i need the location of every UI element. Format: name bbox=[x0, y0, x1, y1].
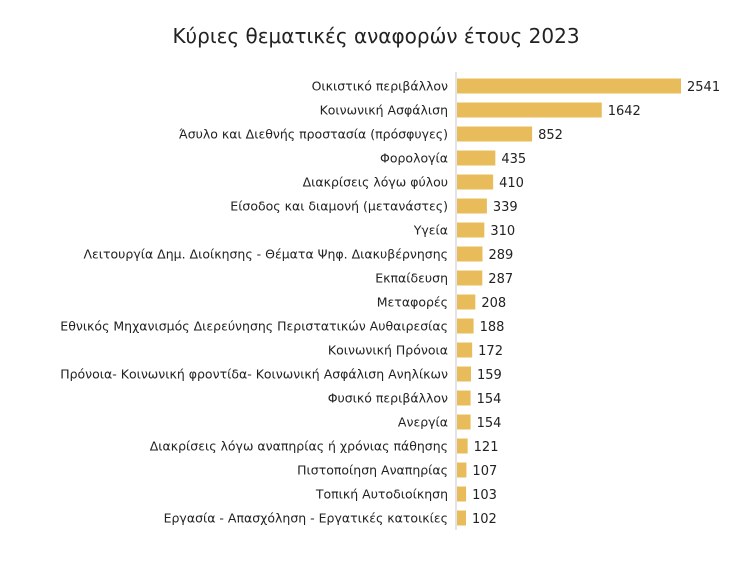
bar bbox=[457, 414, 471, 430]
bar bbox=[457, 510, 466, 526]
bar bbox=[457, 150, 496, 166]
category-label: Λειτουργία Δημ. Διοίκησης - Θέματα Ψηφ. … bbox=[83, 247, 448, 262]
value-label: 154 bbox=[477, 392, 502, 407]
bar bbox=[457, 174, 494, 190]
category-label: Εκπαίδευση bbox=[375, 271, 448, 286]
category-label: Υγεία bbox=[413, 223, 448, 238]
value-label: 435 bbox=[501, 152, 526, 167]
category-label: Οικιστικό περιβάλλον bbox=[312, 79, 448, 94]
value-label: 102 bbox=[472, 512, 497, 527]
category-label: Φυσικό περιβάλλον bbox=[328, 391, 448, 406]
bar bbox=[457, 462, 467, 478]
category-label: Διακρίσεις λόγω φύλου bbox=[303, 175, 448, 190]
category-label: Άσυλο και Διεθνής προστασία (πρόσφυγες) bbox=[179, 127, 448, 142]
category-label: Φορολογία bbox=[380, 151, 448, 166]
bar bbox=[457, 294, 476, 310]
value-label: 208 bbox=[481, 296, 506, 311]
value-label: 2541 bbox=[687, 80, 720, 95]
value-label: 410 bbox=[499, 176, 524, 191]
bar bbox=[457, 438, 468, 454]
bar bbox=[457, 222, 485, 238]
bar bbox=[457, 318, 474, 334]
value-label: 287 bbox=[488, 272, 513, 287]
bar bbox=[457, 126, 533, 142]
bar bbox=[457, 342, 473, 358]
category-label: Πιστοποίηση Αναπηρίας bbox=[297, 463, 448, 478]
value-label: 339 bbox=[493, 200, 518, 215]
category-label: Ανεργία bbox=[398, 415, 448, 430]
category-label: Είσοδος και διαμονή (μετανάστες) bbox=[230, 199, 448, 214]
bar bbox=[457, 102, 602, 118]
value-label: 188 bbox=[480, 320, 505, 335]
value-label: 154 bbox=[477, 416, 502, 431]
category-label: Μεταφορές bbox=[377, 295, 448, 310]
value-label: 1642 bbox=[608, 104, 641, 119]
bar bbox=[457, 366, 472, 382]
value-label: 103 bbox=[472, 488, 497, 503]
bar bbox=[457, 270, 483, 286]
value-label: 121 bbox=[474, 440, 499, 455]
category-label: Πρόνοια- Κοινωνική φροντίδα- Κοινωνική Α… bbox=[60, 367, 448, 382]
value-label: 159 bbox=[477, 368, 502, 383]
category-label: Τοπική Αυτοδιοίκηση bbox=[315, 487, 448, 502]
value-label: 172 bbox=[478, 344, 503, 359]
category-label: Διακρίσεις λόγω αναπηρίας ή χρόνιας πάθη… bbox=[150, 439, 448, 454]
category-label: Εργασία - Απασχόληση - Εργατικές κατοικί… bbox=[164, 511, 448, 526]
category-label: Κοινωνική Πρόνοια bbox=[328, 343, 448, 358]
bar bbox=[457, 78, 681, 94]
value-label: 852 bbox=[538, 128, 563, 143]
bar bbox=[457, 486, 467, 502]
value-label: 289 bbox=[488, 248, 513, 263]
bar bbox=[457, 246, 483, 262]
bar bbox=[457, 198, 487, 214]
bar bbox=[457, 390, 471, 406]
value-label: 107 bbox=[472, 464, 497, 479]
category-label: Εθνικός Μηχανισμός Διερεύνησης Περιστατι… bbox=[60, 319, 448, 334]
chart-title: Κύριες θεματικές αναφορών έτους 2023 bbox=[172, 24, 580, 48]
value-label: 310 bbox=[490, 224, 515, 239]
category-label: Κοινωνική Ασφάλιση bbox=[320, 103, 448, 118]
